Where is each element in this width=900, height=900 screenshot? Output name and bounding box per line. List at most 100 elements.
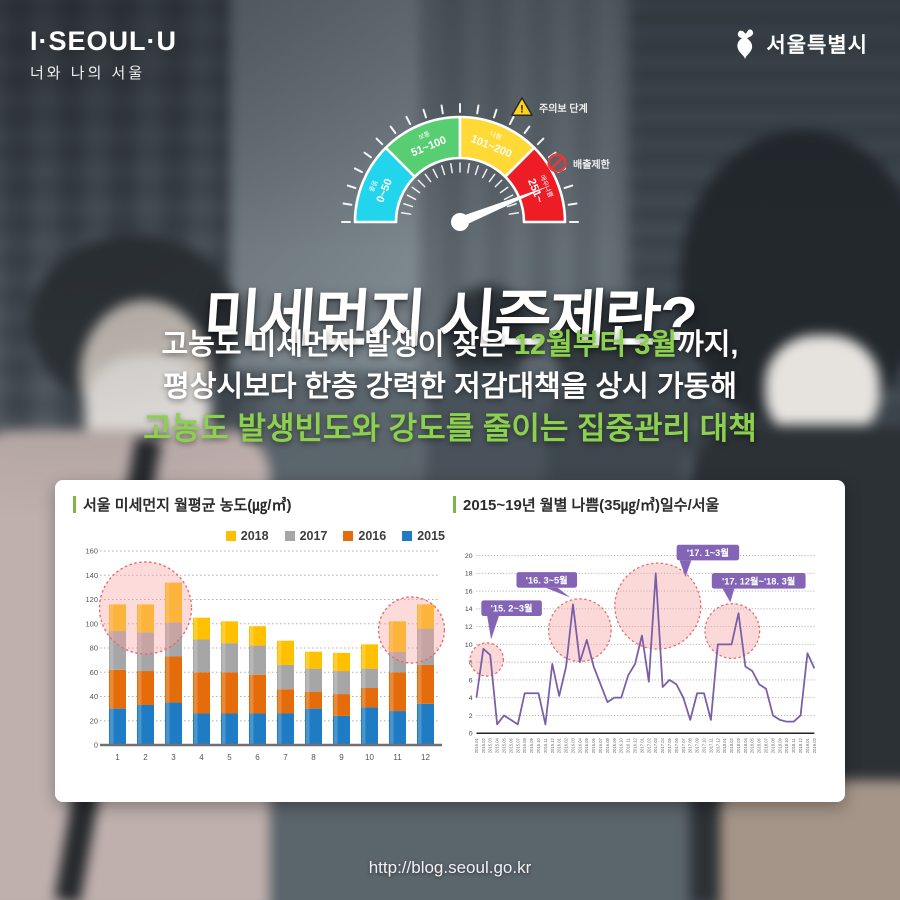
y-axis-label: 14 <box>465 606 473 613</box>
iseoulu-logo-subtitle: 너와 나의 서울 <box>30 65 146 82</box>
gauge-tick-inner <box>441 165 446 176</box>
gauge-tick-outer <box>476 104 480 115</box>
bar-segment-sheen <box>418 628 422 665</box>
legend-item: 2017 <box>284 529 327 543</box>
x-axis-label: 2017.08 <box>688 737 693 753</box>
bar-segment-sheen <box>418 703 422 745</box>
y-axis-label: 100 <box>85 619 98 628</box>
bar-segment-sheen <box>166 702 170 745</box>
x-axis-label: 2017.07 <box>681 737 686 753</box>
x-axis-label: 2018.06 <box>757 737 762 753</box>
bar-segment-sheen <box>166 622 170 657</box>
x-axis-label: 2016.02 <box>564 737 569 753</box>
y-axis-label: 4 <box>469 695 473 702</box>
gauge-restriction-note: 배출제한 <box>546 152 610 174</box>
x-axis-label: 2018.05 <box>750 737 755 753</box>
bar-segment-sheen <box>306 651 310 669</box>
bar-segment-sheen <box>362 707 366 745</box>
bar-segment-sheen <box>194 639 198 673</box>
x-axis-label: 2016.09 <box>612 737 617 753</box>
x-axis-label: 2015.04 <box>495 737 500 753</box>
description-line1-highlight: 12월부터 3월 <box>513 329 678 361</box>
gauge-tick-inner <box>417 179 426 188</box>
x-axis-label: 12 <box>421 753 430 762</box>
bar-segment <box>137 704 154 745</box>
legend-item: 2015 <box>402 529 445 543</box>
bar-segment <box>333 694 350 716</box>
bar-segment <box>361 668 378 689</box>
x-axis-label: 2016.05 <box>584 737 589 753</box>
bar-segment <box>389 621 406 652</box>
blog-url[interactable]: http://blog.seoul.go.kr <box>368 858 532 877</box>
x-axis-label: 1 <box>115 753 120 762</box>
warning-triangle-icon: ! <box>511 97 533 116</box>
y-axis-label: 0 <box>469 731 473 738</box>
gauge-tick-inner <box>424 173 432 183</box>
bar-segment <box>249 645 266 675</box>
bar-segment <box>389 672 406 712</box>
gauge-tick-inner <box>474 165 479 176</box>
x-axis-label: 2015.08 <box>522 737 527 753</box>
gauge-tick-outer <box>440 104 444 115</box>
x-axis-label: 2017.11 <box>708 737 713 752</box>
y-axis-label: 18 <box>465 571 473 578</box>
bar-chart-title-row: 서울 미세먼지 월평균 농도(㎍/㎥) <box>73 494 445 515</box>
description-line3: 고농도 발생빈도와 강도를 줄이는 집중관리 대책 <box>143 411 757 446</box>
bar-segment-sheen <box>250 713 254 745</box>
bar-segment <box>109 669 126 709</box>
gauge-tick-inner <box>488 173 496 183</box>
x-axis-label: 2017.06 <box>674 737 679 753</box>
x-axis-label: 2016.12 <box>633 737 638 753</box>
highlight-circle <box>98 561 193 655</box>
x-axis-label: 2015.02 <box>481 737 486 753</box>
y-axis-label: 0 <box>94 741 98 750</box>
y-axis-label: 2 <box>469 713 473 720</box>
gauge-tick-inner <box>499 186 509 194</box>
bar-segment <box>305 668 322 692</box>
bar-segment-sheen <box>222 643 226 673</box>
gauge-tick-outer <box>492 108 498 119</box>
callout-pointer <box>722 588 735 603</box>
y-axis-label: 60 <box>90 668 98 677</box>
gauge-tick-inner <box>406 194 417 201</box>
x-axis-label: 2017.10 <box>701 737 706 753</box>
bar-segment <box>193 672 210 714</box>
bar-segment-sheen <box>110 708 114 745</box>
line-chart: 024681012141618202015.012015.022015.0320… <box>465 544 817 753</box>
bar-segment <box>333 652 350 672</box>
gauge-tick-outer <box>389 125 397 135</box>
bar-segment-sheen <box>390 711 394 745</box>
bar-segment-sheen <box>306 668 310 692</box>
bar-segment-sheen <box>418 664 422 704</box>
x-axis-label: 6 <box>255 753 260 762</box>
bar-segment-sheen <box>362 668 366 689</box>
x-axis-label: 2016.03 <box>570 737 575 753</box>
bar-segment <box>109 631 126 670</box>
bar-segment-sheen <box>138 704 142 745</box>
callout-pointer <box>679 560 692 577</box>
bar-segment <box>221 713 238 745</box>
iseoulu-logo: I·SEOUL·U 너와 나의 서울 <box>30 26 177 83</box>
x-axis-label: 2016.11 <box>626 737 631 752</box>
gauge-tick-outer <box>363 151 373 159</box>
x-axis-label: 2016.07 <box>598 737 603 753</box>
description-line1-post: 까지, <box>677 329 739 361</box>
x-axis-label: 2 <box>143 753 148 762</box>
bar-segment <box>277 713 294 745</box>
legend-swatch <box>343 531 354 541</box>
x-axis-label: 2018.09 <box>777 737 782 753</box>
x-axis-label: 2016.01 <box>557 737 562 753</box>
legend-label: 2018 <box>240 529 269 543</box>
bar-segment <box>417 664 434 704</box>
bar-segment <box>389 711 406 745</box>
gauge-tick-inner <box>494 179 503 188</box>
bar-segment <box>137 671 154 705</box>
highlight-circle <box>469 642 505 677</box>
bar-segment <box>193 617 210 640</box>
x-axis-label: 2015.11 <box>543 737 548 752</box>
gauge-tick-outer <box>567 202 578 206</box>
bar-segment-sheen <box>110 669 114 709</box>
gauge-tick-outer <box>563 184 574 190</box>
x-axis-label: 2015.05 <box>501 737 506 753</box>
